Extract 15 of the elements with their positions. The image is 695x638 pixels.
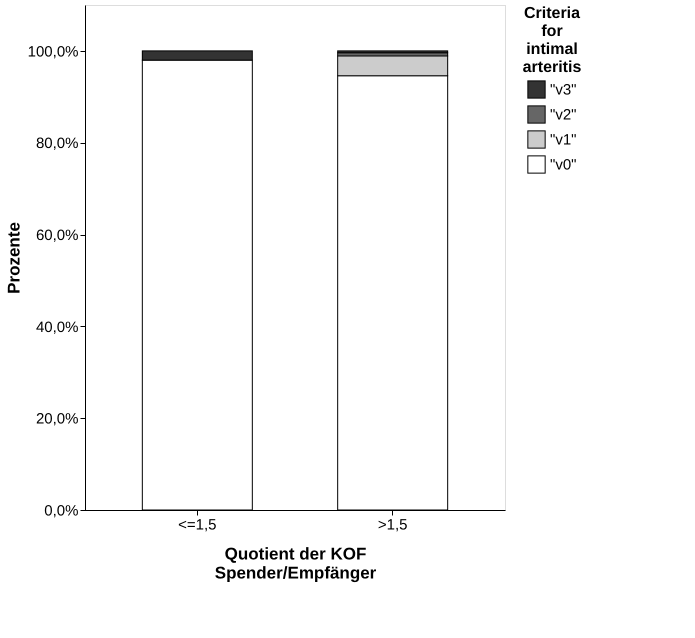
y-tick-label: 20,0% <box>36 410 78 428</box>
y-axis-title: Prozente <box>4 222 24 294</box>
legend-label: "v0" <box>550 156 576 174</box>
x-axis-title: Quotient der KOF Spender/Empfänger <box>214 544 377 582</box>
legend-label: "v2" <box>550 106 576 124</box>
x-tick-label: >1,5 <box>378 516 408 534</box>
legend-label: "v1" <box>550 132 576 148</box>
y-tick-label: 100,0% <box>28 43 78 60</box>
y-tick-label: 0,0% <box>44 502 78 520</box>
x-tick-label: <=1,5 <box>178 516 217 534</box>
legend-title: Criteria for intimal arteritis <box>522 5 582 76</box>
y-tick-label: 40,0% <box>36 318 78 336</box>
y-tick-label: 60,0% <box>36 227 78 244</box>
legend-label: "v3" <box>550 82 576 98</box>
y-tick-label: 80,0% <box>36 135 78 152</box>
